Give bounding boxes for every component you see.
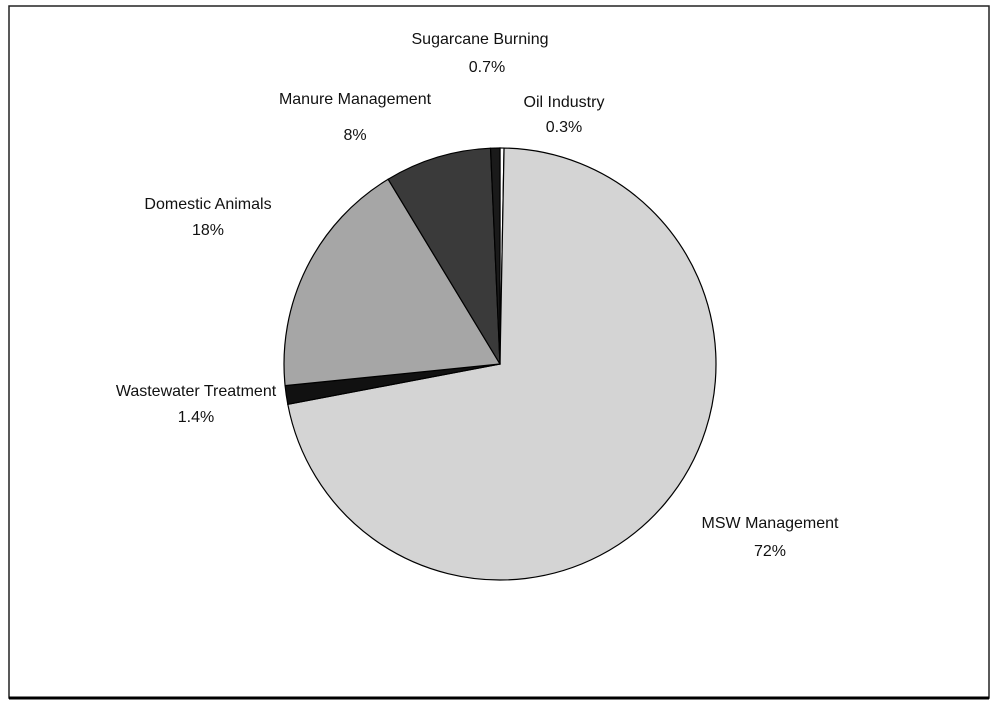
slice-label: Manure Management	[279, 91, 432, 108]
slice-label: MSW Management	[702, 515, 839, 532]
labels: Oil Industry 0.3% MSW Management 72% Wastewa…	[116, 31, 839, 560]
slice-value-label: 1.4%	[178, 409, 214, 426]
pie-slice	[387, 147, 501, 365]
pie	[283, 147, 717, 581]
slice-value-label: 72%	[754, 543, 786, 560]
pie-slice	[489, 147, 501, 365]
slice-label: Oil Industry	[524, 94, 605, 111]
slice-value-label: 0.7%	[469, 59, 505, 76]
pie-slice	[283, 178, 502, 387]
slice-label: Wastewater Treatment	[116, 383, 277, 400]
slice-value-label: 0.3%	[546, 119, 582, 136]
slice-label: Sugarcane Burning	[412, 31, 549, 48]
slice-value-label: 18%	[192, 222, 224, 239]
slice-label: Domestic Animals	[144, 196, 271, 213]
pie-slice	[287, 147, 717, 581]
slice-value-label: 8%	[343, 127, 366, 144]
